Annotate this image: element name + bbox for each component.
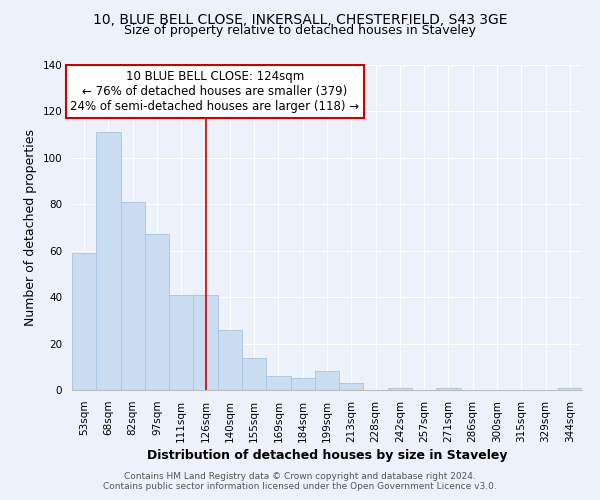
Bar (266, 376, 290, 390)
Y-axis label: Number of detached properties: Number of detached properties (24, 129, 37, 326)
Bar (72, 253, 96, 390)
Text: Contains public sector information licensed under the Open Government Licence v3: Contains public sector information licen… (103, 482, 497, 491)
Bar (121, 202, 145, 390)
Text: Size of property relative to detached houses in Staveley: Size of property relative to detached ho… (124, 24, 476, 37)
Bar (339, 383, 364, 390)
Bar (315, 372, 339, 390)
Bar (290, 378, 315, 390)
Bar (388, 388, 412, 390)
X-axis label: Distribution of detached houses by size in Staveley: Distribution of detached houses by size … (147, 449, 507, 462)
Bar (242, 358, 266, 390)
Bar (436, 388, 461, 390)
Bar (96, 132, 121, 390)
Bar (558, 388, 582, 390)
Bar (218, 330, 242, 390)
Text: 10, BLUE BELL CLOSE, INKERSALL, CHESTERFIELD, S43 3GE: 10, BLUE BELL CLOSE, INKERSALL, CHESTERF… (93, 12, 507, 26)
Text: Contains HM Land Registry data © Crown copyright and database right 2024.: Contains HM Land Registry data © Crown c… (124, 472, 476, 481)
Bar (169, 295, 193, 390)
Bar (145, 234, 169, 390)
Text: 10 BLUE BELL CLOSE: 124sqm
← 76% of detached houses are smaller (379)
24% of sem: 10 BLUE BELL CLOSE: 124sqm ← 76% of deta… (70, 70, 359, 113)
Bar (193, 295, 218, 390)
